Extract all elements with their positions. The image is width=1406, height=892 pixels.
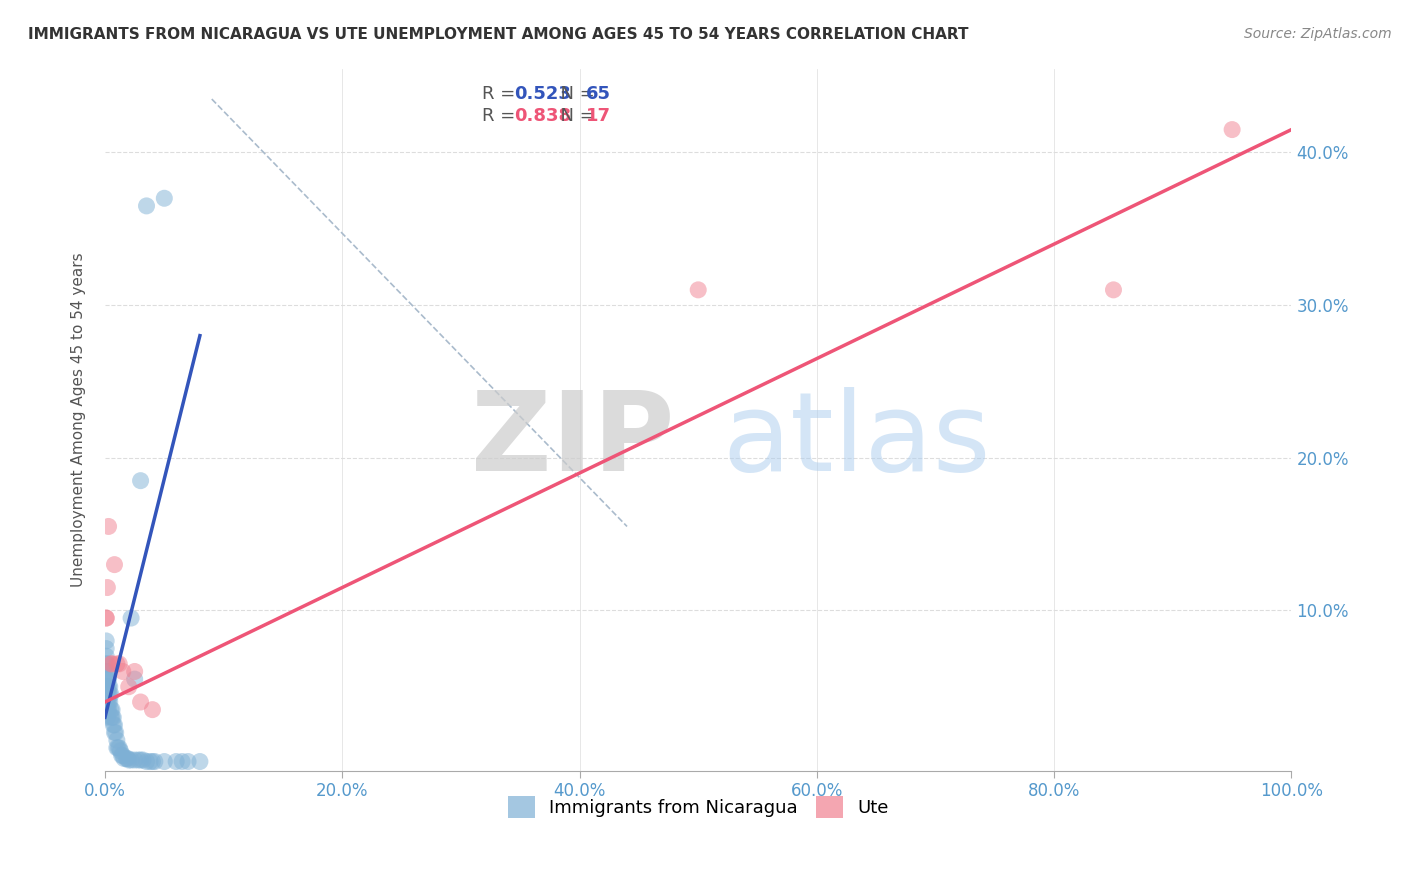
Point <box>105 733 128 747</box>
Point <box>103 718 125 732</box>
Point <box>112 751 135 765</box>
Point <box>96 680 118 694</box>
Point <box>94 672 117 686</box>
Point <box>107 740 129 755</box>
Point <box>96 611 118 625</box>
Point <box>103 725 125 739</box>
Point <box>124 753 146 767</box>
Text: 0.523: 0.523 <box>515 85 571 103</box>
Point <box>110 748 132 763</box>
Point <box>104 725 127 739</box>
Point <box>118 680 141 694</box>
Point <box>96 710 118 724</box>
Point <box>97 695 120 709</box>
Point <box>100 657 122 671</box>
Point <box>108 740 131 755</box>
Point <box>101 703 124 717</box>
Point <box>108 657 131 671</box>
Point <box>96 703 118 717</box>
Point <box>96 665 118 679</box>
Point <box>101 710 124 724</box>
Point <box>124 672 146 686</box>
Point <box>165 755 187 769</box>
Point <box>153 191 176 205</box>
Text: N =: N = <box>548 85 600 103</box>
Text: Source: ZipAtlas.com: Source: ZipAtlas.com <box>1244 27 1392 41</box>
Point <box>97 680 120 694</box>
Point <box>129 695 152 709</box>
Point <box>111 748 134 763</box>
Text: 65: 65 <box>585 85 610 103</box>
Point <box>188 755 211 769</box>
Point <box>110 744 132 758</box>
Point <box>118 753 141 767</box>
Point <box>96 665 118 679</box>
Point <box>98 680 121 694</box>
Text: 17: 17 <box>585 107 610 125</box>
Point <box>132 753 155 767</box>
Text: ZIP: ZIP <box>471 387 675 494</box>
Point <box>97 672 120 686</box>
Point <box>111 665 134 679</box>
Point <box>129 753 152 767</box>
Point <box>100 703 122 717</box>
Point <box>1102 283 1125 297</box>
Y-axis label: Unemployment Among Ages 45 to 54 years: Unemployment Among Ages 45 to 54 years <box>72 252 86 587</box>
Point <box>96 695 118 709</box>
Point <box>153 755 176 769</box>
Point <box>96 695 118 709</box>
Point <box>103 710 125 724</box>
Point <box>120 611 142 625</box>
Point <box>115 751 138 765</box>
Point <box>124 665 146 679</box>
Point <box>172 755 194 769</box>
Point <box>96 581 118 595</box>
Point <box>96 657 118 671</box>
Legend: Immigrants from Nicaragua, Ute: Immigrants from Nicaragua, Ute <box>501 789 896 825</box>
Point <box>96 641 118 656</box>
Text: N =: N = <box>548 107 600 125</box>
Point <box>101 657 124 671</box>
Point <box>117 751 139 765</box>
Point <box>143 755 166 769</box>
Text: atlas: atlas <box>721 387 990 494</box>
Point <box>96 687 118 701</box>
Point <box>96 672 118 686</box>
Point <box>97 519 120 533</box>
Point <box>141 755 163 769</box>
Point <box>103 558 125 572</box>
Point <box>100 710 122 724</box>
Point <box>97 703 120 717</box>
Point <box>135 755 157 769</box>
Text: R =: R = <box>482 107 522 125</box>
Point <box>103 718 125 732</box>
Point <box>96 687 118 701</box>
Point <box>688 283 710 297</box>
Point <box>96 611 118 625</box>
Point <box>135 199 157 213</box>
Text: 0.838: 0.838 <box>515 107 571 125</box>
Point <box>96 657 118 671</box>
Point <box>96 680 118 694</box>
Point <box>120 753 142 767</box>
Point <box>98 687 121 701</box>
Text: R =: R = <box>482 85 522 103</box>
Point <box>96 634 118 648</box>
Point <box>129 474 152 488</box>
Point <box>105 740 128 755</box>
Point <box>177 755 200 769</box>
Point <box>139 755 162 769</box>
Point <box>96 649 118 664</box>
Point <box>127 753 149 767</box>
Point <box>100 687 122 701</box>
Text: IMMIGRANTS FROM NICARAGUA VS UTE UNEMPLOYMENT AMONG AGES 45 TO 54 YEARS CORRELAT: IMMIGRANTS FROM NICARAGUA VS UTE UNEMPLO… <box>28 27 969 42</box>
Point <box>105 657 128 671</box>
Point <box>141 703 163 717</box>
Point <box>98 695 121 709</box>
Point <box>1220 122 1243 136</box>
Point <box>97 687 120 701</box>
